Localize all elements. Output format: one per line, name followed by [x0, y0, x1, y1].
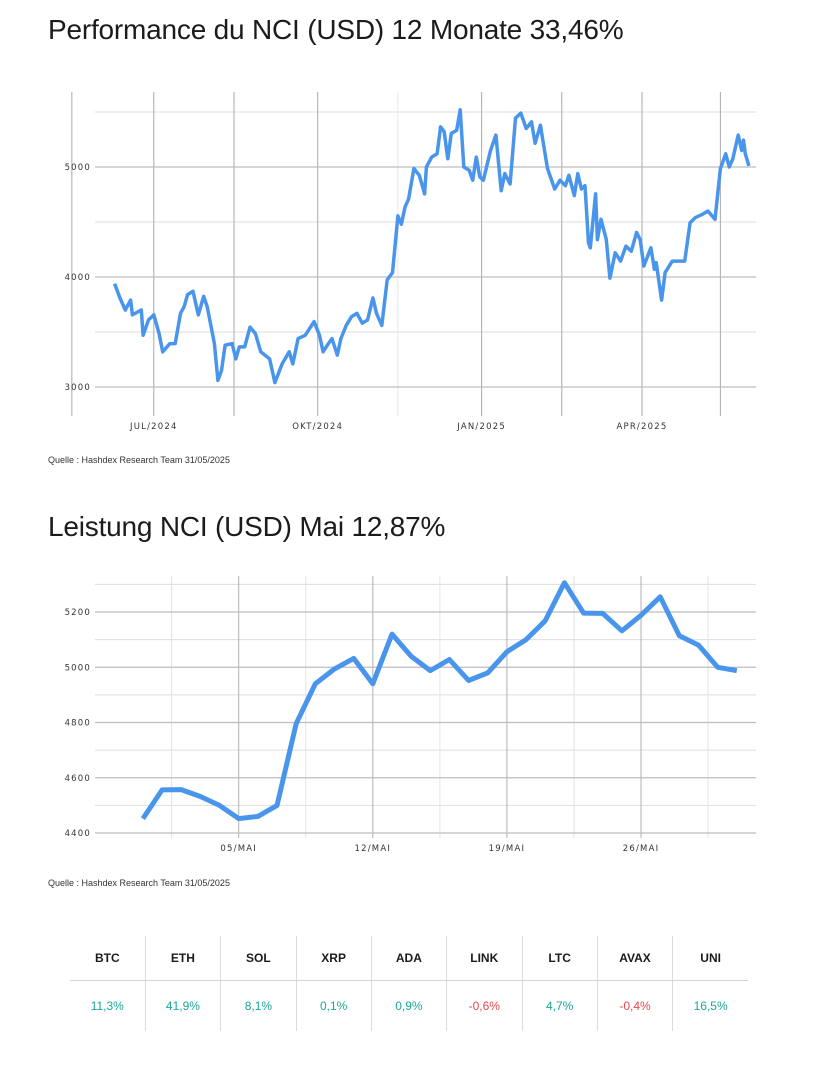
- table-row: 11,3% 41,9% 8,1% 0,1% 0,9% -0,6% 4,7% -0,4% 16,5…: [70, 980, 748, 1031]
- column-header-sol: SOL: [220, 936, 296, 981]
- performance-value-avax: -0,4%: [596, 980, 673, 1031]
- chart-may: 4400 4600 4800 5000 5200 05/MAI 12/MAI 19/MAI 26…: [65, 576, 756, 854]
- asset-performance-table: BTC ETH SOL XRP ADA LINK LTC AVAX UNI 11,3% 41,9%…: [70, 936, 748, 1031]
- performance-value-xrp: 0,1%: [295, 980, 372, 1031]
- column-header-btc: BTC: [70, 936, 146, 981]
- column-header-uni: UNI: [672, 936, 748, 981]
- column-header-ada: ADA: [370, 936, 447, 981]
- y-tick-label: 4800: [65, 719, 91, 729]
- performance-value-ltc: 4,7%: [521, 980, 598, 1031]
- x-tick-label: 05/MAI: [220, 844, 257, 854]
- x-tick-label: JAN/2025: [456, 422, 506, 432]
- chart2-title: Leistung NCI (USD) Mai 12,87%: [48, 511, 446, 542]
- y-tick-label: 4600: [65, 774, 91, 784]
- chart2-source: Quelle : Hashdex Research Team 31/05/202…: [48, 878, 230, 888]
- x-tick-label: APR/2025: [616, 422, 667, 432]
- chart-12-months: 3000 4000 5000 JUL/2024 OKT/2024 JAN/2025 APR/…: [65, 92, 756, 432]
- performance-value-ada: 0,9%: [370, 980, 447, 1031]
- column-header-avax: AVAX: [596, 936, 673, 981]
- chart1-source: Quelle : Hashdex Research Team 31/05/202…: [48, 455, 230, 465]
- performance-value-link: -0,6%: [446, 980, 523, 1031]
- column-header-xrp: XRP: [295, 936, 372, 981]
- y-tick-label: 5000: [65, 163, 91, 173]
- table-header-row: BTC ETH SOL XRP ADA LINK LTC AVAX UNI: [70, 936, 748, 981]
- series-line: [112, 108, 751, 385]
- column-header-eth: ETH: [144, 936, 221, 981]
- performance-value-btc: 11,3%: [90, 999, 124, 1013]
- y-tick-label: 5200: [65, 608, 91, 618]
- x-tick-label: 26/MAI: [623, 844, 660, 854]
- x-tick-label: JUL/2024: [129, 422, 178, 432]
- x-tick-label: 12/MAI: [355, 844, 392, 854]
- performance-value-sol: 8,1%: [220, 980, 296, 1031]
- column-header-link: LINK: [446, 936, 523, 981]
- x-tick-label: OKT/2024: [292, 422, 343, 432]
- series-line: [140, 580, 738, 822]
- y-tick-label: 4400: [65, 829, 91, 839]
- performance-value-eth: 41,9%: [144, 980, 221, 1031]
- performance-value-uni: 16,5%: [672, 980, 748, 1031]
- x-tick-label: 19/MAI: [489, 844, 526, 854]
- column-header-ltc: LTC: [521, 936, 598, 981]
- y-tick-label: 5000: [65, 663, 91, 673]
- y-tick-label: 4000: [65, 273, 91, 283]
- chart1-title: Performance du NCI (USD) 12 Monate 33,46…: [48, 14, 624, 45]
- y-tick-label: 3000: [65, 383, 91, 393]
